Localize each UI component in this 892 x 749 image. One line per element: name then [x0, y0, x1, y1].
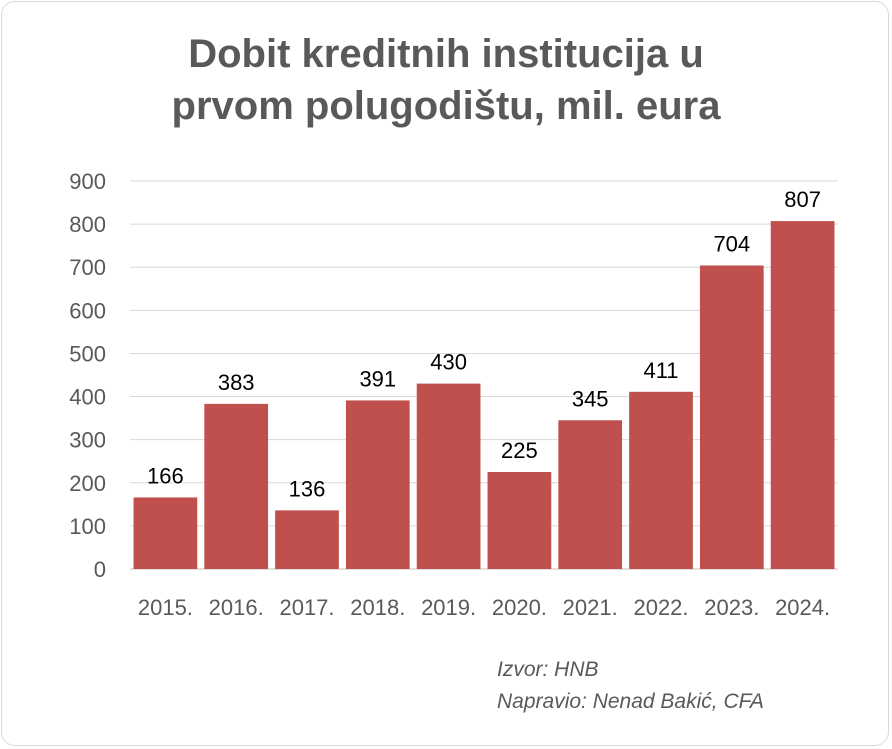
x-tick-label: 2018.	[350, 595, 405, 620]
x-tick-label: 2023.	[704, 595, 759, 620]
chart-title-line-1: Dobit kreditnih institucija u	[188, 32, 704, 76]
data-label: 166	[147, 463, 184, 488]
chart-title: Dobit kreditnih institucija u prvom polu…	[0, 28, 892, 132]
x-tick-label: 2019.	[421, 595, 476, 620]
x-tick-label: 2016.	[209, 595, 264, 620]
bar	[770, 221, 835, 570]
author-line: Napravio: Nenad Bakić, CFA	[497, 690, 764, 713]
data-label: 704	[713, 231, 750, 256]
data-label: 430	[430, 350, 467, 375]
y-tick-label: 500	[69, 341, 106, 366]
data-label: 383	[218, 370, 255, 395]
bar	[275, 510, 339, 569]
data-label: 225	[501, 438, 538, 463]
chart-title-line-2: prvom polugodištu, mil. eura	[171, 84, 721, 128]
bar	[416, 383, 481, 569]
y-tick-label: 100	[69, 514, 106, 539]
y-tick-label: 300	[69, 428, 106, 453]
x-tick-label: 2020.	[492, 595, 547, 620]
y-tick-label: 0	[94, 557, 106, 582]
data-label: 136	[289, 476, 326, 501]
source-note: Izvor: HNB Napravio: Nenad Bakić, CFA	[497, 654, 764, 718]
bar	[558, 420, 623, 569]
y-tick-label: 800	[69, 212, 106, 237]
y-tick-label: 900	[69, 169, 106, 194]
bar	[204, 403, 269, 569]
bar	[133, 497, 198, 569]
y-tick-label: 200	[69, 471, 106, 496]
source-line: Izvor: HNB	[497, 658, 599, 681]
data-label: 391	[359, 366, 396, 391]
x-tick-label: 2024.	[775, 595, 830, 620]
x-tick-label: 2015.	[138, 595, 193, 620]
x-tick-label: 2021.	[563, 595, 618, 620]
bar	[487, 472, 552, 569]
x-tick-label: 2022.	[633, 595, 688, 620]
y-tick-label: 700	[69, 255, 106, 280]
bar	[345, 400, 410, 569]
data-label: 411	[643, 358, 678, 383]
bar	[629, 391, 693, 569]
y-tick-label: 600	[69, 298, 106, 323]
y-tick-label: 400	[69, 385, 106, 410]
bar	[699, 265, 764, 569]
data-label: 345	[572, 386, 609, 411]
data-label: 807	[784, 187, 821, 212]
x-tick-label: 2017.	[279, 595, 334, 620]
